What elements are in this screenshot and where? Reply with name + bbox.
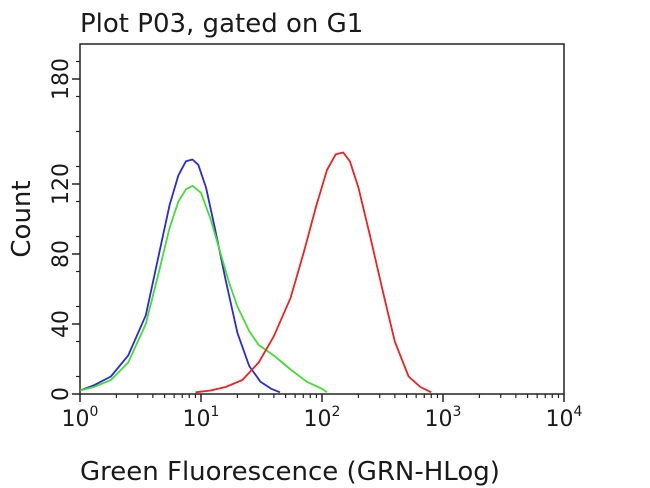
x-tick-label: 102	[304, 404, 341, 432]
y-tick-label: 80	[49, 240, 74, 268]
x-tick-label: 101	[183, 404, 220, 432]
series-layer	[79, 151, 432, 394]
x-tick-label: 103	[425, 404, 462, 432]
y-tick-label: 180	[49, 58, 74, 100]
x-axis-title: Green Fluorescence (GRN-HLog)	[80, 457, 500, 487]
x-tick-label: 100	[62, 404, 99, 432]
y-tick-label: 40	[49, 310, 74, 338]
chart-title: Plot P03, gated on G1	[80, 9, 363, 39]
y-tick-label: 0	[49, 387, 74, 401]
y-axis: 0 40 80 120 180	[49, 58, 80, 401]
histogram-series-line	[195, 151, 432, 394]
y-tick-label: 120	[49, 163, 74, 205]
histogram-series-line	[79, 184, 328, 394]
y-axis-title: Count	[7, 180, 37, 257]
plot-area-frame	[79, 43, 565, 395]
histogram-series-line	[79, 158, 281, 394]
x-tick-label: 104	[546, 404, 583, 432]
x-axis: 100 101 102 103 104	[62, 394, 583, 432]
